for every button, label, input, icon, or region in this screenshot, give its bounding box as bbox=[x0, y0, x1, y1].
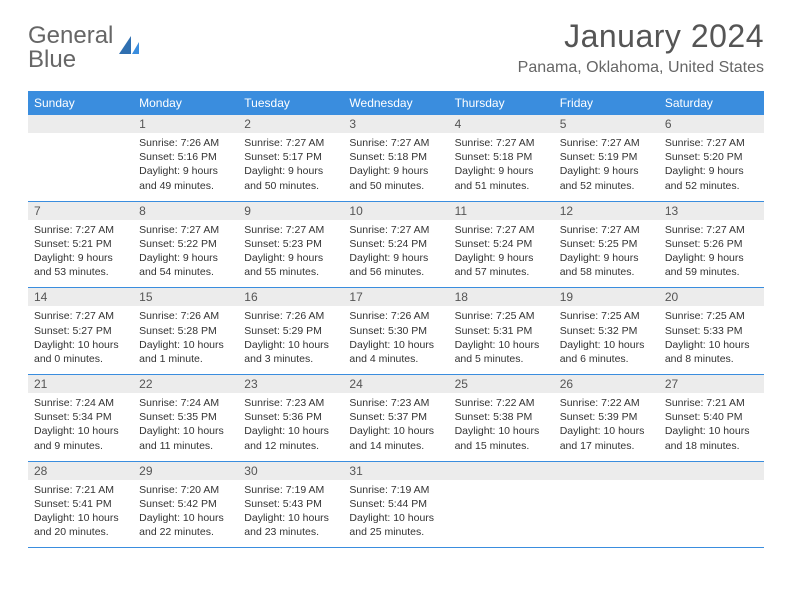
day-detail-cell: Sunrise: 7:26 AMSunset: 5:16 PMDaylight:… bbox=[133, 133, 238, 201]
day-detail-cell: Sunrise: 7:27 AMSunset: 5:21 PMDaylight:… bbox=[28, 220, 133, 288]
day-number-cell bbox=[554, 461, 659, 480]
day-detail-cell: Sunrise: 7:26 AMSunset: 5:30 PMDaylight:… bbox=[343, 306, 448, 374]
day-number-cell: 11 bbox=[449, 201, 554, 220]
day-detail-cell: Sunrise: 7:19 AMSunset: 5:44 PMDaylight:… bbox=[343, 480, 448, 548]
day-number-row: 78910111213 bbox=[28, 201, 764, 220]
day-number-cell: 24 bbox=[343, 375, 448, 394]
day-detail-cell: Sunrise: 7:23 AMSunset: 5:37 PMDaylight:… bbox=[343, 393, 448, 461]
brand-logo: General Blue bbox=[28, 18, 143, 72]
day-detail-cell: Sunrise: 7:27 AMSunset: 5:26 PMDaylight:… bbox=[659, 220, 764, 288]
location-subtitle: Panama, Oklahoma, United States bbox=[518, 59, 764, 77]
weekday-header: Thursday bbox=[449, 91, 554, 115]
day-number-cell: 30 bbox=[238, 461, 343, 480]
day-detail-cell: Sunrise: 7:25 AMSunset: 5:33 PMDaylight:… bbox=[659, 306, 764, 374]
day-detail-cell: Sunrise: 7:23 AMSunset: 5:36 PMDaylight:… bbox=[238, 393, 343, 461]
day-number-cell: 14 bbox=[28, 288, 133, 307]
calendar-head: SundayMondayTuesdayWednesdayThursdayFrid… bbox=[28, 91, 764, 115]
calendar-table: SundayMondayTuesdayWednesdayThursdayFrid… bbox=[28, 91, 764, 548]
day-detail-row: Sunrise: 7:21 AMSunset: 5:41 PMDaylight:… bbox=[28, 480, 764, 548]
day-detail-cell: Sunrise: 7:22 AMSunset: 5:38 PMDaylight:… bbox=[449, 393, 554, 461]
day-detail-cell: Sunrise: 7:27 AMSunset: 5:18 PMDaylight:… bbox=[343, 133, 448, 201]
weekday-header: Wednesday bbox=[343, 91, 448, 115]
day-detail-cell: Sunrise: 7:27 AMSunset: 5:18 PMDaylight:… bbox=[449, 133, 554, 201]
day-detail-row: Sunrise: 7:24 AMSunset: 5:34 PMDaylight:… bbox=[28, 393, 764, 461]
day-detail-cell: Sunrise: 7:21 AMSunset: 5:41 PMDaylight:… bbox=[28, 480, 133, 548]
day-number-cell: 7 bbox=[28, 201, 133, 220]
day-number-cell: 21 bbox=[28, 375, 133, 394]
day-number-cell: 31 bbox=[343, 461, 448, 480]
day-number-cell: 12 bbox=[554, 201, 659, 220]
day-detail-row: Sunrise: 7:26 AMSunset: 5:16 PMDaylight:… bbox=[28, 133, 764, 201]
day-number-cell: 10 bbox=[343, 201, 448, 220]
day-number-cell: 16 bbox=[238, 288, 343, 307]
day-number-cell: 1 bbox=[133, 115, 238, 133]
day-detail-cell: Sunrise: 7:25 AMSunset: 5:32 PMDaylight:… bbox=[554, 306, 659, 374]
day-number-cell: 28 bbox=[28, 461, 133, 480]
day-number-cell bbox=[659, 461, 764, 480]
day-number-row: 123456 bbox=[28, 115, 764, 133]
day-number-cell: 25 bbox=[449, 375, 554, 394]
day-number-cell: 26 bbox=[554, 375, 659, 394]
day-detail-cell bbox=[28, 133, 133, 201]
day-detail-cell bbox=[554, 480, 659, 548]
day-number-cell: 18 bbox=[449, 288, 554, 307]
day-detail-cell: Sunrise: 7:27 AMSunset: 5:24 PMDaylight:… bbox=[449, 220, 554, 288]
day-number-row: 21222324252627 bbox=[28, 375, 764, 394]
day-detail-cell: Sunrise: 7:27 AMSunset: 5:27 PMDaylight:… bbox=[28, 306, 133, 374]
day-number-cell: 19 bbox=[554, 288, 659, 307]
day-number-cell: 2 bbox=[238, 115, 343, 133]
day-detail-cell: Sunrise: 7:27 AMSunset: 5:23 PMDaylight:… bbox=[238, 220, 343, 288]
day-number-cell: 13 bbox=[659, 201, 764, 220]
day-number-cell: 23 bbox=[238, 375, 343, 394]
day-detail-cell: Sunrise: 7:25 AMSunset: 5:31 PMDaylight:… bbox=[449, 306, 554, 374]
weekday-header: Monday bbox=[133, 91, 238, 115]
day-number-cell bbox=[28, 115, 133, 133]
day-detail-cell: Sunrise: 7:20 AMSunset: 5:42 PMDaylight:… bbox=[133, 480, 238, 548]
day-detail-cell: Sunrise: 7:21 AMSunset: 5:40 PMDaylight:… bbox=[659, 393, 764, 461]
weekday-header: Sunday bbox=[28, 91, 133, 115]
weekday-header: Tuesday bbox=[238, 91, 343, 115]
day-number-cell: 3 bbox=[343, 115, 448, 133]
calendar-body: 123456Sunrise: 7:26 AMSunset: 5:16 PMDay… bbox=[28, 115, 764, 548]
weekday-row: SundayMondayTuesdayWednesdayThursdayFrid… bbox=[28, 91, 764, 115]
day-detail-cell: Sunrise: 7:27 AMSunset: 5:22 PMDaylight:… bbox=[133, 220, 238, 288]
day-number-cell: 27 bbox=[659, 375, 764, 394]
header: General Blue January 2024 Panama, Oklaho… bbox=[0, 0, 792, 85]
day-detail-cell: Sunrise: 7:26 AMSunset: 5:28 PMDaylight:… bbox=[133, 306, 238, 374]
day-detail-cell: Sunrise: 7:24 AMSunset: 5:34 PMDaylight:… bbox=[28, 393, 133, 461]
day-detail-cell: Sunrise: 7:19 AMSunset: 5:43 PMDaylight:… bbox=[238, 480, 343, 548]
day-number-cell: 15 bbox=[133, 288, 238, 307]
day-number-cell: 5 bbox=[554, 115, 659, 133]
title-block: January 2024 Panama, Oklahoma, United St… bbox=[518, 18, 764, 77]
sail-icon bbox=[115, 32, 143, 60]
day-number-cell: 9 bbox=[238, 201, 343, 220]
weekday-header: Friday bbox=[554, 91, 659, 115]
day-number-cell: 20 bbox=[659, 288, 764, 307]
day-detail-cell: Sunrise: 7:27 AMSunset: 5:20 PMDaylight:… bbox=[659, 133, 764, 201]
day-detail-row: Sunrise: 7:27 AMSunset: 5:27 PMDaylight:… bbox=[28, 306, 764, 374]
day-detail-row: Sunrise: 7:27 AMSunset: 5:21 PMDaylight:… bbox=[28, 220, 764, 288]
day-number-cell: 8 bbox=[133, 201, 238, 220]
day-detail-cell bbox=[449, 480, 554, 548]
day-detail-cell bbox=[659, 480, 764, 548]
day-detail-cell: Sunrise: 7:27 AMSunset: 5:17 PMDaylight:… bbox=[238, 133, 343, 201]
day-number-cell: 4 bbox=[449, 115, 554, 133]
day-number-cell: 17 bbox=[343, 288, 448, 307]
day-number-cell bbox=[449, 461, 554, 480]
day-detail-cell: Sunrise: 7:26 AMSunset: 5:29 PMDaylight:… bbox=[238, 306, 343, 374]
day-detail-cell: Sunrise: 7:27 AMSunset: 5:25 PMDaylight:… bbox=[554, 220, 659, 288]
day-detail-cell: Sunrise: 7:24 AMSunset: 5:35 PMDaylight:… bbox=[133, 393, 238, 461]
brand-word1: General bbox=[28, 22, 113, 49]
day-number-cell: 22 bbox=[133, 375, 238, 394]
day-number-cell: 6 bbox=[659, 115, 764, 133]
weekday-header: Saturday bbox=[659, 91, 764, 115]
page-title: January 2024 bbox=[518, 18, 764, 55]
brand-word2: Blue bbox=[28, 46, 76, 73]
day-detail-cell: Sunrise: 7:22 AMSunset: 5:39 PMDaylight:… bbox=[554, 393, 659, 461]
day-number-cell: 29 bbox=[133, 461, 238, 480]
day-number-row: 14151617181920 bbox=[28, 288, 764, 307]
day-detail-cell: Sunrise: 7:27 AMSunset: 5:24 PMDaylight:… bbox=[343, 220, 448, 288]
day-number-row: 28293031 bbox=[28, 461, 764, 480]
day-detail-cell: Sunrise: 7:27 AMSunset: 5:19 PMDaylight:… bbox=[554, 133, 659, 201]
